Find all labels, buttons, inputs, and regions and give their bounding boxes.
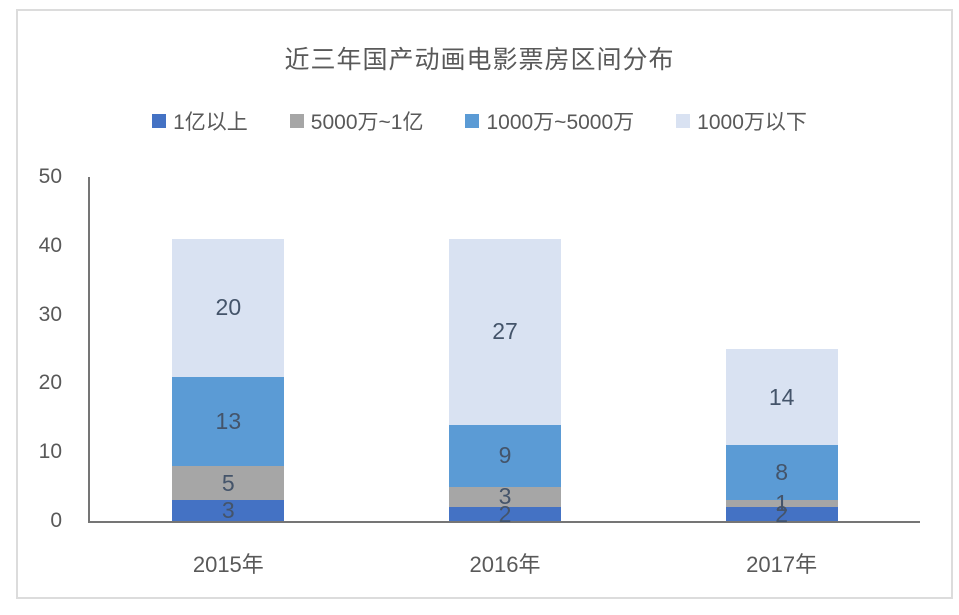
- chart-title: 近三年国产动画电影票房区间分布: [284, 46, 675, 74]
- legend-label: 1000万~5000万: [486, 111, 635, 134]
- legend-swatch-icon: [152, 114, 167, 128]
- bar-segment: 8: [725, 445, 838, 501]
- legend-swatch-icon: [289, 114, 304, 128]
- data-label: 14: [768, 383, 795, 410]
- legend-label: 5000万~1亿: [310, 111, 424, 134]
- legend: 1亿以上 5000万~1亿 1000万~5000万 1000万以下: [0, 106, 959, 136]
- bar-segment: 2: [449, 502, 561, 525]
- y-tick-label: 50: [38, 165, 62, 188]
- bar-segment: 3: [449, 483, 561, 510]
- legend-label: 1亿以上: [173, 111, 248, 134]
- y-tick-label: 0: [50, 509, 62, 532]
- bar-segment: 13: [172, 376, 285, 466]
- data-label: 20: [215, 294, 242, 321]
- data-label: 8: [775, 459, 789, 486]
- data-label: 3: [498, 483, 512, 510]
- x-axis-label: 2015年: [192, 552, 264, 577]
- data-label: 2: [498, 500, 512, 527]
- bar-segment: 14: [725, 349, 838, 446]
- data-label: 9: [498, 442, 512, 469]
- bar-segment: 20: [172, 238, 285, 377]
- data-label: 13: [215, 407, 242, 434]
- y-tick-label: 10: [38, 440, 62, 464]
- y-tick-label: 30: [38, 302, 62, 326]
- legend-item-2: 5000万~1亿: [289, 106, 424, 136]
- x-axis-label: 2017年: [746, 552, 818, 577]
- legend-item-1: 1亿以上: [152, 106, 248, 136]
- x-axis-label: 2016年: [469, 552, 541, 577]
- bar-segment: 1: [725, 492, 838, 515]
- bar-segment: 9: [449, 424, 561, 487]
- legend-item-4: 1000万以下: [676, 106, 807, 136]
- legend-swatch-icon: [465, 114, 480, 128]
- bar-segment: 27: [449, 238, 561, 425]
- legend-swatch-icon: [676, 114, 691, 128]
- data-label: 5: [221, 469, 235, 496]
- data-label: 27: [492, 318, 518, 345]
- plot-area: 0 10 20 30 40 50 3 5 13 20 2015年 2 3 9 27 2016年 2 1 8 14 201…: [39, 166, 920, 577]
- legend-item-3: 1000万~5000万: [465, 106, 634, 136]
- bar-segment: 2: [725, 502, 838, 525]
- data-label: 3: [221, 497, 235, 524]
- bar-segment: 5: [172, 465, 285, 501]
- bar-segment: 3: [172, 497, 285, 524]
- y-tick-label: 20: [38, 371, 62, 395]
- legend-label: 1000万以下: [697, 111, 807, 134]
- data-label: 2: [775, 500, 789, 527]
- y-tick-label: 40: [38, 233, 62, 257]
- data-label: 1: [775, 490, 789, 517]
